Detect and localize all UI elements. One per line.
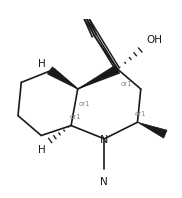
Text: N: N — [100, 135, 108, 145]
Text: or1: or1 — [134, 111, 146, 117]
Text: or1: or1 — [121, 81, 132, 87]
Text: or1: or1 — [79, 101, 91, 107]
Text: or1: or1 — [70, 114, 81, 120]
Text: N: N — [100, 177, 108, 187]
Text: H: H — [38, 145, 46, 155]
Text: H: H — [38, 59, 46, 69]
Polygon shape — [48, 67, 78, 89]
Polygon shape — [137, 122, 167, 138]
Text: OH: OH — [147, 35, 163, 45]
Polygon shape — [78, 65, 120, 89]
